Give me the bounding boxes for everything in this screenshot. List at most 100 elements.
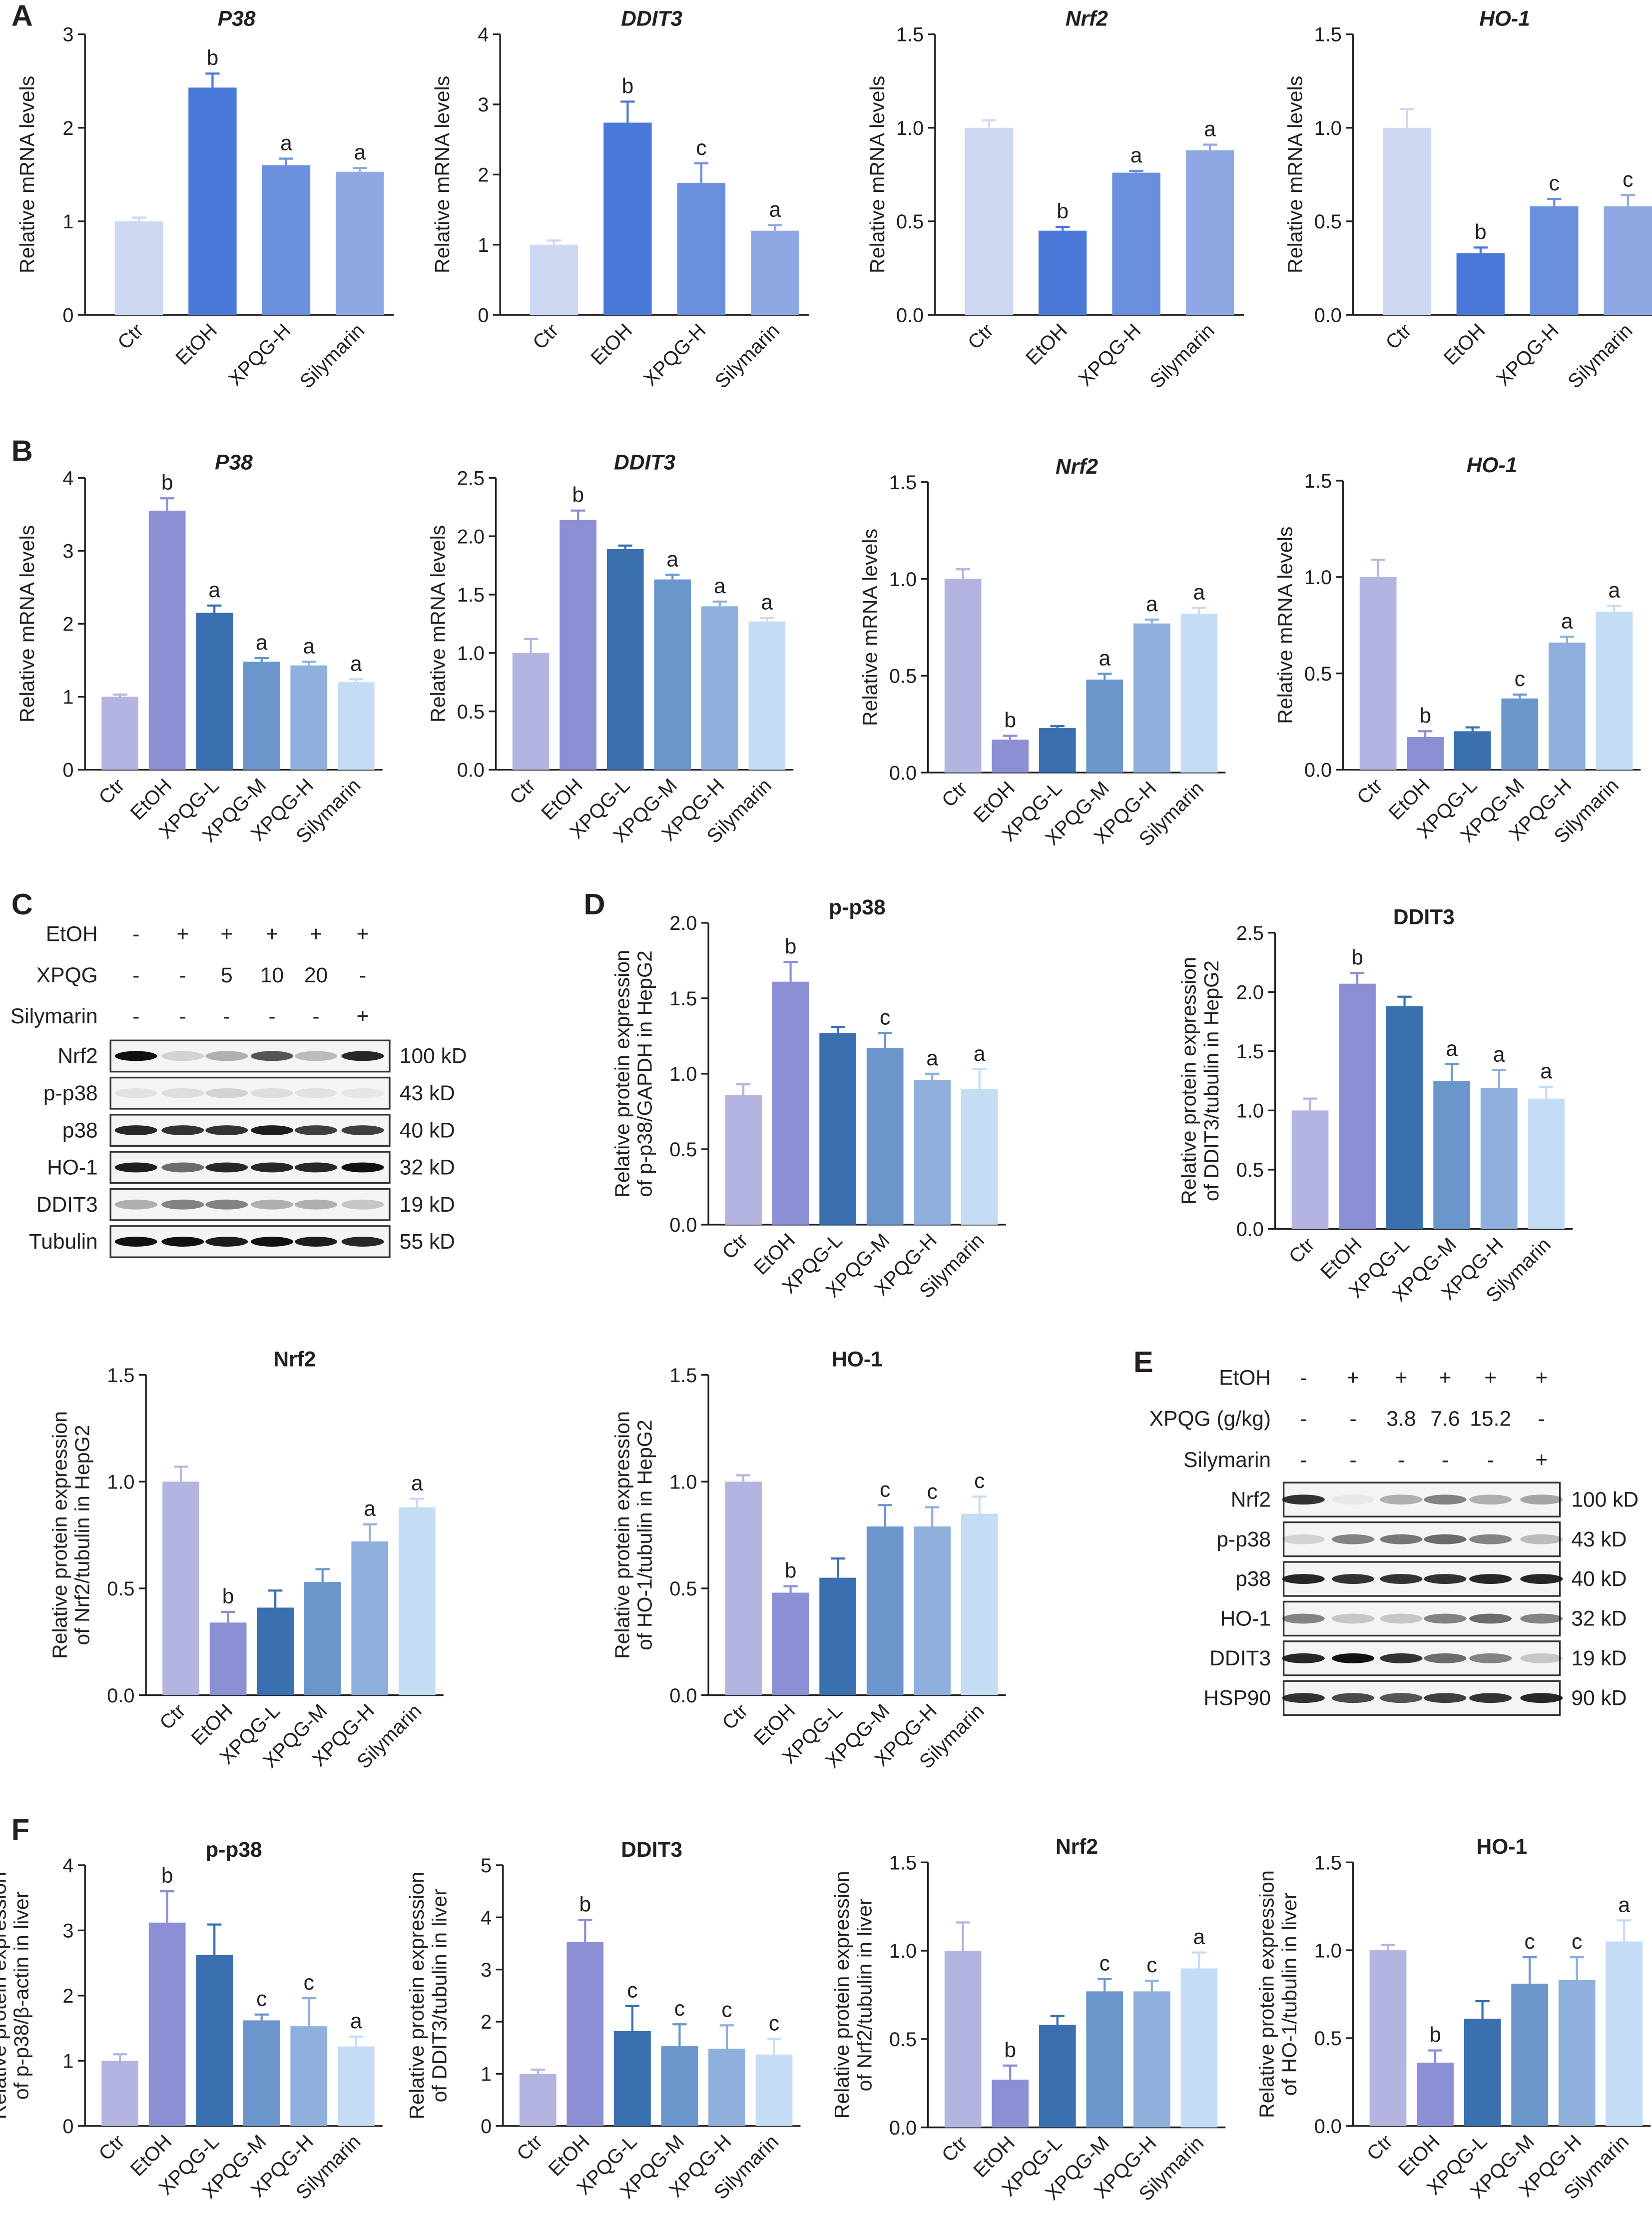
molecular-weight-label: 32 kD [1571, 1607, 1627, 1631]
x-tick-label: EtOH [1022, 319, 1072, 369]
chart-title: Nrf2 [1056, 455, 1098, 479]
bar-XPQG-M [1086, 1991, 1123, 2128]
bar-Silymarin [337, 682, 375, 770]
bar-Ctr [725, 1482, 762, 1695]
protein-band [161, 1088, 204, 1098]
bar-EtOH [148, 1922, 186, 2126]
protein-label: Nrf2 [1231, 1487, 1271, 1511]
y-tick-label: 1.5 [457, 584, 485, 606]
significance-letter: b [161, 471, 173, 495]
significance-letter: a [1193, 1925, 1205, 1949]
protein-label: HO-1 [1220, 1607, 1271, 1631]
treatment-cell: + [1535, 1366, 1548, 1390]
protein-band [1282, 1574, 1325, 1584]
bar-EtOH [603, 122, 652, 315]
bar-XPQG-L [1386, 1006, 1423, 1229]
y-tick-label: 1.0 [896, 117, 924, 139]
chart-B4: HO-1 0.0 0.5 1.0 1.5 Relative mRNA levels Ctr b… [1274, 453, 1641, 847]
protein-band [114, 1051, 157, 1061]
bar-XPQG-L [606, 549, 644, 770]
protein-band [1469, 1613, 1512, 1624]
y-axis-label: of p-p38/GAPDH in HepG2 [633, 950, 656, 1197]
bar-Ctr [944, 579, 982, 773]
y-tick-label: 4 [62, 1855, 73, 1877]
chart-title: p-p38 [829, 895, 885, 919]
protein-band [205, 1051, 248, 1061]
protein-band [114, 1237, 157, 1247]
x-tick-label: EtOH [1440, 319, 1490, 369]
treatment-cell: + [220, 922, 233, 946]
x-tick-label: Ctr [94, 2131, 129, 2165]
bar-XPQG-L [1464, 2019, 1501, 2126]
treatment-cell: - [1349, 1448, 1356, 1472]
protein-band [1282, 1693, 1325, 1703]
chart-F1: p-p38 0 1 2 3 4 Relative protein expression of … [0, 1838, 383, 2204]
significance-letter: b [1004, 2038, 1016, 2062]
chart-D1: p-p38 0.0 0.5 1.0 1.5 2.0 Relative protein exp… [610, 895, 1006, 1303]
bar-XPQG-M [1501, 698, 1539, 770]
significance-letter: b [1004, 709, 1016, 733]
panel-label: B [11, 434, 33, 467]
x-tick-label: Silymarin [296, 319, 369, 393]
chart-A3: Nrf2 0.0 0.5 1.0 1.5 Relative mRNA levels Ctr b… [866, 7, 1244, 393]
y-tick-label: 0 [62, 2116, 73, 2138]
bar-Silymarin [1180, 614, 1218, 773]
bar-XPQG-M [1511, 1983, 1549, 2126]
y-tick-label: 5 [481, 1855, 492, 1877]
treatment-cell: - [132, 963, 139, 987]
y-axis-label: Relative mRNA levels [1283, 76, 1306, 273]
protein-band [1520, 1494, 1563, 1505]
bar-XPQG-M [654, 579, 691, 770]
significance-letter: a [1609, 579, 1621, 603]
significance-letter: c [927, 1480, 938, 1504]
y-tick-label: 1.0 [889, 569, 917, 591]
protein-label: DDIT3 [1209, 1646, 1271, 1670]
treatment-cell: - [1349, 1407, 1356, 1431]
protein-band [205, 1237, 248, 1247]
y-tick-label: 0.0 [1314, 304, 1342, 326]
treatment-label: XPQG [36, 963, 98, 987]
significance-letter: a [1493, 1043, 1505, 1067]
bar-XPQG-H [262, 165, 311, 315]
western-blot-E: EtOH - + + + + +XPQG (g/kg) - -3.8 7.6 15.2 -Silyma… [1149, 1366, 1639, 1716]
chart-A2: DDIT3 0 1 2 3 4 Relative mRNA levels Ctr b EtOH c X… [431, 7, 809, 393]
y-tick-label: 0.0 [1236, 1219, 1264, 1241]
significance-letter: a [411, 1471, 423, 1495]
bar-XPQG-H [1530, 206, 1579, 315]
bar-XPQG-H [1133, 623, 1170, 773]
chart-title: P38 [218, 7, 256, 31]
y-tick-label: 0.5 [1304, 663, 1332, 685]
y-tick-label: 0.0 [669, 1214, 697, 1236]
significance-letter: a [714, 574, 726, 598]
bar-XPQG-H [1480, 1088, 1518, 1229]
y-tick-label: 0.0 [107, 1685, 134, 1707]
x-tick-label: XPQG-H [639, 319, 710, 390]
protein-label: p38 [62, 1118, 98, 1142]
protein-band [1282, 1653, 1325, 1663]
significance-letter: a [666, 547, 678, 571]
x-tick-label: Ctr [94, 774, 129, 809]
bar-XPQG-L [257, 1607, 294, 1695]
y-tick-label: 0.5 [896, 211, 924, 233]
treatment-cell: - [179, 1004, 186, 1028]
y-tick-label: 2.0 [457, 526, 485, 548]
chart-title: DDIT3 [1393, 905, 1455, 929]
protein-label: p-p38 [43, 1081, 98, 1105]
protein-band [1380, 1574, 1423, 1584]
protein-band [341, 1237, 384, 1247]
y-tick-label: 1.5 [1304, 470, 1332, 492]
protein-band [1424, 1693, 1467, 1703]
y-tick-label: 1 [62, 211, 73, 233]
bar-XPQG-H [1558, 1980, 1596, 2126]
x-tick-label: Ctr [155, 1700, 190, 1734]
treatment-cell: + [310, 922, 322, 946]
significance-letter: c [1515, 667, 1525, 691]
treatment-label: EtOH [46, 922, 98, 946]
bar-EtOH [188, 87, 237, 315]
protein-band [1332, 1534, 1375, 1544]
protein-band [1424, 1574, 1467, 1584]
significance-letter: a [1099, 647, 1110, 671]
bar-XPQG-H [701, 606, 738, 770]
bar-Ctr [944, 1951, 982, 2128]
treatment-cell: 7.6 [1430, 1407, 1460, 1431]
